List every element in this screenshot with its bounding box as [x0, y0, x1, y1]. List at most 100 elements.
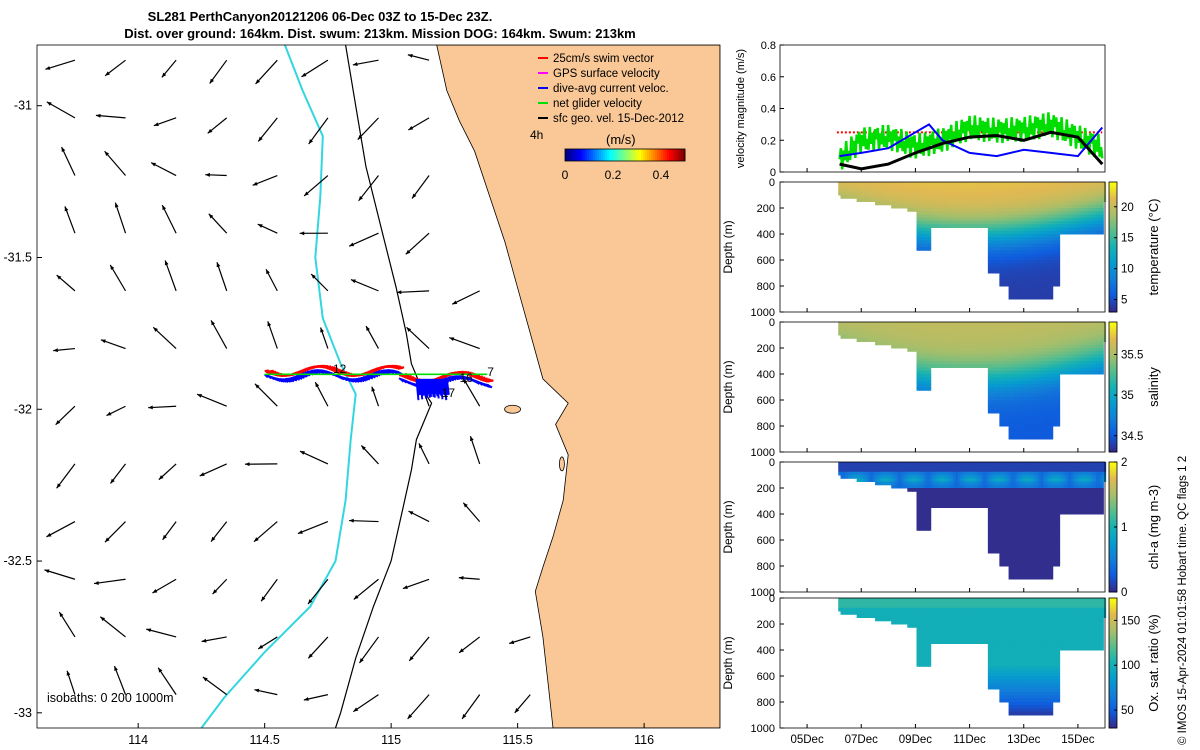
section-cell: [930, 211, 934, 215]
geo-vel-arrow: [349, 519, 379, 523]
section-cell: [939, 185, 943, 189]
section-cell: [904, 201, 909, 206]
colorbar-title: (m/s): [606, 132, 636, 147]
section-cell: [992, 195, 996, 199]
section-cell: [999, 191, 1003, 196]
section-cell: [971, 188, 975, 193]
section-cell: [976, 195, 980, 199]
colorbar-cell: [581, 149, 584, 161]
section-cell: [997, 247, 1001, 251]
section-cell: [997, 221, 1001, 225]
section-cell: [969, 185, 973, 189]
section-cell: [967, 188, 971, 193]
section-cell: [957, 204, 962, 209]
section-cell: [939, 217, 943, 222]
section-cell: [967, 221, 971, 225]
geo-vel-arrowhead: [100, 616, 106, 622]
colorbar-cell: [651, 149, 654, 161]
section-cell: [951, 201, 955, 206]
section-cell: [999, 234, 1003, 238]
section-cell: [946, 221, 950, 225]
legend-label: net glider velocity: [553, 98, 642, 110]
section-cell: [928, 185, 932, 189]
section-cell: [953, 214, 957, 219]
section-cell: [847, 188, 851, 193]
colorbar-cell: [673, 149, 676, 161]
section-cell: [900, 185, 904, 189]
geo-vel-arrowhead: [216, 262, 221, 268]
section-cell: [884, 185, 888, 189]
section-cell: [1100, 348, 1104, 352]
section-cell: [898, 204, 902, 209]
geo-vel-arrow: [216, 262, 228, 292]
section-cell: [967, 204, 971, 209]
section-cell: [994, 260, 998, 264]
colorbar-cell: [567, 149, 570, 161]
section-cell: [946, 217, 950, 222]
section-cell: [861, 185, 865, 189]
section-cell: [971, 195, 975, 199]
section-cell: [969, 182, 973, 186]
section-cell: [971, 224, 975, 228]
section-cell: [964, 182, 969, 186]
geo-vel-arrowhead: [459, 648, 464, 653]
section-cell: [990, 234, 994, 238]
section-cell: [879, 188, 883, 193]
section-cell: [1100, 221, 1104, 225]
section-cell: [904, 195, 909, 199]
section-cell: [939, 208, 943, 212]
geo-vel-arrow: [148, 405, 177, 409]
section-cell: [992, 208, 996, 212]
section-cell: [928, 234, 932, 238]
section-cell: [928, 243, 932, 248]
section-cell: [925, 230, 929, 235]
legend-duration: 4h: [530, 128, 543, 142]
figure-title: SL281 PerthCanyon20121206 06-Dec 03Z to …: [124, 9, 636, 41]
geo-vel-arrow: [199, 463, 227, 477]
geo-vel-arrowhead: [205, 172, 210, 177]
dive-avg-current-vector: [353, 378, 359, 383]
section-cell: [870, 182, 874, 186]
section-cell: [953, 188, 957, 193]
section-cell: [992, 182, 996, 186]
section-cell: [907, 195, 911, 199]
section-cell: [957, 214, 962, 219]
section-cell: [879, 195, 883, 199]
section-cell: [992, 234, 996, 238]
geo-vel-arrow: [196, 393, 227, 407]
section-cell: [990, 185, 994, 189]
colorbar-cell: [573, 149, 576, 161]
colorbar-cell: [647, 149, 650, 161]
section-cell: [957, 195, 962, 199]
section-cell: [893, 198, 897, 202]
section-cell: [902, 182, 906, 186]
section-cell: [858, 198, 863, 202]
section-cell: [985, 217, 989, 222]
section-cell: [957, 198, 962, 202]
geo-vel-arrowhead: [105, 71, 110, 76]
section-cell: [957, 217, 962, 222]
geo-vel-arrowhead: [353, 595, 359, 600]
section-cell: [976, 224, 980, 228]
section-cell: [937, 188, 941, 193]
section-cell: [957, 221, 962, 225]
dive-avg-current-vector: [440, 378, 445, 395]
section-cell: [923, 204, 927, 209]
section-cell: [941, 204, 946, 209]
section-cell: [978, 195, 982, 199]
colorbar-cell: [609, 149, 612, 161]
section-cell: [992, 253, 996, 258]
dive-avg-current-vector: [381, 369, 387, 375]
section-cell: [923, 182, 927, 186]
section-cell: [962, 214, 966, 219]
section-cell: [842, 195, 847, 199]
dive-avg-current-vector: [289, 377, 295, 382]
section-cell: [916, 195, 920, 199]
section-cell: [985, 208, 989, 212]
section-cell: [918, 201, 923, 206]
colorbar-cell: [639, 149, 642, 161]
section-cell: [960, 195, 964, 199]
section-cell: [990, 266, 994, 271]
geo-vel-arrow: [352, 694, 379, 713]
section-cell: [969, 195, 973, 199]
